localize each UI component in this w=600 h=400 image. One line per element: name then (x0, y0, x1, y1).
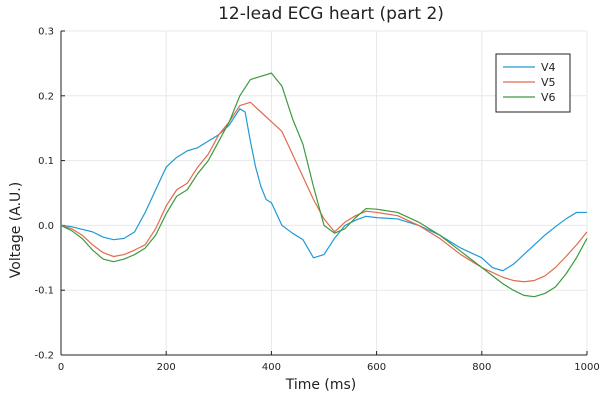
y-tick-label: -0.1 (34, 286, 54, 297)
x-tick-labels: 0 200 400 600 800 1000 (58, 362, 600, 373)
x-tick-label: 1000 (574, 362, 599, 373)
x-tick-label: 400 (262, 362, 281, 373)
y-axis-label: Voltage (A.U.) (8, 182, 24, 278)
axes-layer (60, 30, 588, 356)
y-tick-labels: -0.2 -0.1 0.0 0.1 0.2 0.3 (34, 27, 54, 362)
series-line-v5 (60, 101, 588, 283)
chart-title: 12-lead ECG heart (part 2) (218, 4, 444, 24)
legend: V4 V5 V6 (495, 53, 571, 113)
x-tick-label: 800 (472, 362, 491, 373)
x-tick-label: 0 (58, 362, 64, 373)
legend-box (495, 53, 571, 113)
x-tick-label: 200 (157, 362, 176, 373)
series-layer (60, 72, 588, 298)
legend-label-v5: V5 (541, 76, 556, 89)
y-tick-label: 0.2 (38, 91, 54, 102)
legend-label-v4: V4 (541, 61, 556, 74)
y-tick-label: 0.0 (38, 221, 54, 232)
series-line-v4 (60, 108, 587, 272)
y-tick-label: 0.1 (38, 156, 54, 167)
y-tick-label: 0.3 (38, 27, 54, 38)
legend-label-v6: V6 (541, 91, 556, 104)
x-tick-label: 600 (367, 362, 386, 373)
y-tick-label: -0.2 (34, 351, 54, 362)
x-axis-label: Time (ms) (285, 377, 357, 393)
series-line-v6 (60, 72, 588, 298)
